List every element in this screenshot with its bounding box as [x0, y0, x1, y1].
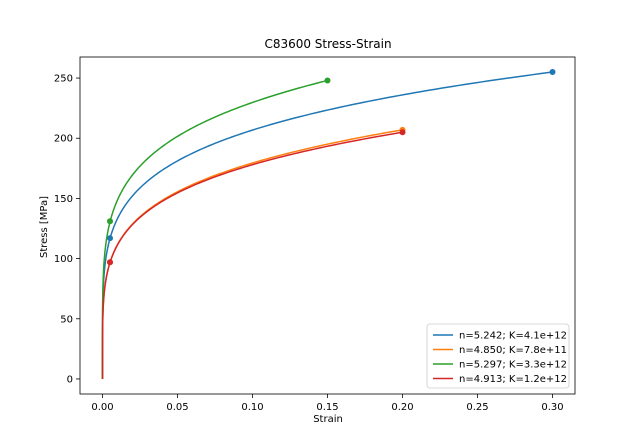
y-tick-label: 250 [54, 74, 73, 85]
series-3-marker-2 [324, 77, 331, 84]
series-1-marker-1 [107, 235, 113, 242]
x-tick-label: 0.30 [541, 402, 563, 413]
y-tick-label: 150 [54, 194, 73, 205]
series-1-marker-2 [549, 69, 556, 76]
x-tick-label: 0.15 [316, 402, 338, 413]
x-tick-label: 0.00 [91, 402, 113, 413]
y-tick-label: 200 [54, 134, 73, 145]
x-tick-label: 0.25 [466, 402, 488, 413]
x-axis-label: Strain [313, 414, 343, 425]
series-line-2 [101, 129, 403, 379]
chart-title: C83600 Stress-Strain [264, 37, 391, 51]
plot-area: 0.00 0.05 0.10 0.15 0.20 0.25 0.30 0 50 100 150 200… [54, 56, 576, 413]
series-4-marker-2 [399, 129, 406, 136]
series-line-3 [101, 79, 328, 379]
series-3-marker-1 [107, 218, 113, 225]
x-tick-label: 0.10 [241, 402, 263, 413]
series-line-1 [101, 71, 553, 379]
legend-label-1: n=5.242; K=4.1e+12 [459, 331, 567, 342]
legend-box [426, 323, 570, 389]
y-axis-label: Stress [MPa] [39, 196, 50, 258]
legend-label-2: n=4.850; K=7.8e+11 [459, 345, 567, 356]
legend-label-3: n=5.297; K=3.3e+12 [459, 360, 567, 371]
series-line-4 [101, 131, 403, 379]
y-tick-label: 0 [67, 374, 73, 385]
y-tick-label: 100 [54, 254, 73, 265]
legend-label-4: n=4.913; K=1.2e+12 [459, 374, 567, 385]
y-tick-label: 50 [60, 314, 73, 325]
series-4-marker-1 [107, 259, 113, 266]
x-tick-label: 0.20 [391, 402, 413, 413]
x-tick-label: 0.05 [166, 402, 188, 413]
